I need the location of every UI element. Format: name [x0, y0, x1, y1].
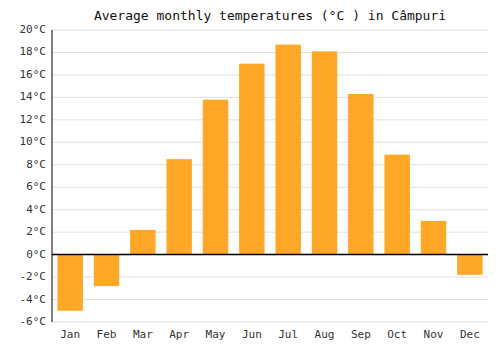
bar [312, 51, 337, 254]
y-tick-label: 10°C [20, 135, 47, 148]
y-tick-label: 14°C [20, 90, 47, 103]
grid-line [52, 30, 488, 31]
grid-line [52, 187, 488, 188]
y-axis-labels: -6°C -4°C -2°C 0°C 2°C 4°C 6°C 8°C 10°C 12°C 14°C 1… [20, 23, 47, 328]
y-axis-line [52, 30, 53, 322]
x-tick-label: Jan [60, 328, 80, 341]
y-tick-label: 16°C [20, 68, 47, 81]
y-tick-label: -6°C [20, 315, 47, 328]
y-tick-label: -2°C [20, 270, 47, 283]
x-tick-label: Dec [460, 328, 480, 341]
y-tick-label: 12°C [20, 113, 47, 126]
x-tick-label: Feb [97, 328, 117, 341]
y-tick-label: 18°C [20, 45, 47, 58]
grid-line [52, 52, 488, 53]
bar [203, 100, 228, 255]
zero-line [52, 254, 488, 256]
grid-line [52, 254, 488, 255]
y-tick-label: 8°C [26, 158, 46, 171]
bars [57, 45, 482, 311]
bar [421, 221, 446, 255]
bar [94, 255, 119, 286]
bar [457, 255, 482, 275]
bar [348, 94, 373, 255]
x-tick-label: Aug [315, 328, 335, 341]
x-tick-label: Jun [242, 328, 262, 341]
bar [239, 64, 264, 255]
x-tick-label: Nov [424, 328, 444, 341]
x-tick-label: Jul [278, 328, 298, 341]
y-tick-label: 4°C [26, 203, 46, 216]
bar [57, 255, 82, 311]
y-tick-label: -4°C [20, 293, 47, 306]
bar [384, 155, 409, 255]
x-tick-label: Sep [351, 328, 371, 341]
grid-line [52, 74, 488, 75]
bar [166, 159, 191, 254]
chart: -6°C -4°C -2°C 0°C 2°C 4°C 6°C 8°C 10°C 12°C 14°C 1… [0, 0, 500, 350]
x-tick-label: Oct [387, 328, 407, 341]
bar [275, 45, 300, 255]
chart-container: -6°C -4°C -2°C 0°C 2°C 4°C 6°C 8°C 10°C 12°C 14°C 1… [0, 0, 500, 350]
grid-line [52, 97, 488, 98]
x-tick-label: May [206, 328, 226, 341]
grid-line [52, 209, 488, 210]
title: Average monthly temperatures (°C ) in Câ… [94, 8, 446, 23]
y-tick-label: 20°C [20, 23, 47, 36]
y-tick-label: 2°C [26, 225, 46, 238]
grid-line [52, 322, 488, 323]
grid [52, 30, 488, 322]
x-axis-labels: Jan Feb Mar Apr May Jun Jul Aug Sep Oct Nov Dec [60, 328, 480, 341]
y-tick-label: 6°C [26, 180, 46, 193]
x-tick-label: Mar [133, 328, 153, 341]
x-tick-label: Apr [169, 328, 189, 341]
y-tick-label: 0°C [26, 248, 46, 261]
grid-line [52, 119, 488, 120]
grid-line [52, 142, 488, 143]
grid-line [52, 299, 488, 300]
grid-line [52, 164, 488, 165]
bar [130, 230, 155, 255]
